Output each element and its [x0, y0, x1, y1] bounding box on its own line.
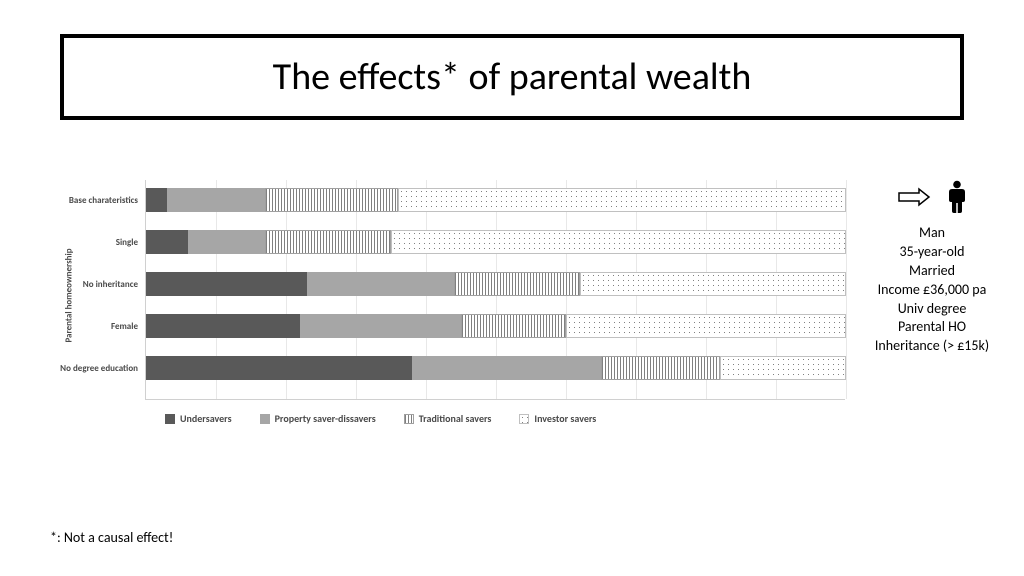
- legend-item: Property saver-dissavers: [260, 412, 376, 425]
- bar-row: [146, 188, 846, 212]
- bar-segment: [461, 314, 566, 338]
- info-line: Inheritance (> £15k): [862, 337, 1002, 356]
- legend-label: Undersavers: [180, 412, 232, 425]
- legend-label: Traditional savers: [419, 412, 492, 425]
- info-text: Man35-year-oldMarriedIncome £36,000 paUn…: [862, 224, 1002, 356]
- bar-segment: [167, 188, 265, 212]
- bar-segment: [566, 314, 846, 338]
- legend-swatch: [519, 414, 529, 424]
- info-line: 35-year-old: [862, 243, 1002, 262]
- bar-segment: [580, 272, 846, 296]
- bar-segment: [412, 356, 601, 380]
- category-label: No inheritance: [33, 279, 138, 290]
- info-line: Man: [862, 224, 1002, 243]
- legend-swatch: [404, 414, 414, 424]
- bar-segment: [398, 188, 846, 212]
- person-icon: [946, 180, 968, 214]
- bar-segment: [307, 272, 454, 296]
- legend-swatch: [260, 414, 270, 424]
- bar-row: [146, 314, 846, 338]
- arrow-right-icon: [897, 187, 931, 207]
- bar-row: [146, 356, 846, 380]
- info-panel: Man35-year-oldMarriedIncome £36,000 paUn…: [862, 180, 1002, 356]
- legend-item: Investor savers: [519, 412, 596, 425]
- chart: Parental homeownership Base charateristi…: [30, 180, 850, 440]
- category-label: Female: [33, 321, 138, 332]
- footnote: *: Not a causal effect!: [50, 529, 173, 546]
- bar-segment: [146, 230, 188, 254]
- bar-segment: [146, 314, 300, 338]
- bar-segment: [146, 188, 167, 212]
- legend-label: Property saver-dissavers: [275, 412, 376, 425]
- grid-line: [846, 180, 847, 399]
- title-box: The effects* of parental wealth: [60, 34, 964, 120]
- category-label: Base charateristics: [33, 195, 138, 206]
- bar-row: [146, 272, 846, 296]
- category-label: No degree education: [33, 363, 138, 374]
- info-line: Income £36,000 pa: [862, 281, 1002, 300]
- bar-segment: [720, 356, 846, 380]
- page-title: The effects* of parental wealth: [273, 54, 752, 100]
- bar-segment: [300, 314, 461, 338]
- icon-row: [862, 180, 1002, 214]
- legend-item: Traditional savers: [404, 412, 492, 425]
- bar-row: [146, 230, 846, 254]
- category-label: Single: [33, 237, 138, 248]
- bar-segment: [146, 272, 307, 296]
- info-line: Parental HO: [862, 318, 1002, 337]
- bar-segment: [265, 230, 391, 254]
- legend-label: Investor savers: [534, 412, 596, 425]
- bar-segment: [454, 272, 580, 296]
- bar-segment: [391, 230, 846, 254]
- chart-plot-area: [145, 180, 845, 400]
- bar-segment: [601, 356, 720, 380]
- info-line: Married: [862, 262, 1002, 281]
- legend-swatch: [165, 414, 175, 424]
- bar-segment: [265, 188, 398, 212]
- bar-segment: [188, 230, 265, 254]
- info-line: Univ degree: [862, 300, 1002, 319]
- bar-segment: [146, 356, 412, 380]
- legend-item: Undersavers: [165, 412, 232, 425]
- legend: Undersavers Property saver-dissavers Tradi…: [165, 412, 596, 425]
